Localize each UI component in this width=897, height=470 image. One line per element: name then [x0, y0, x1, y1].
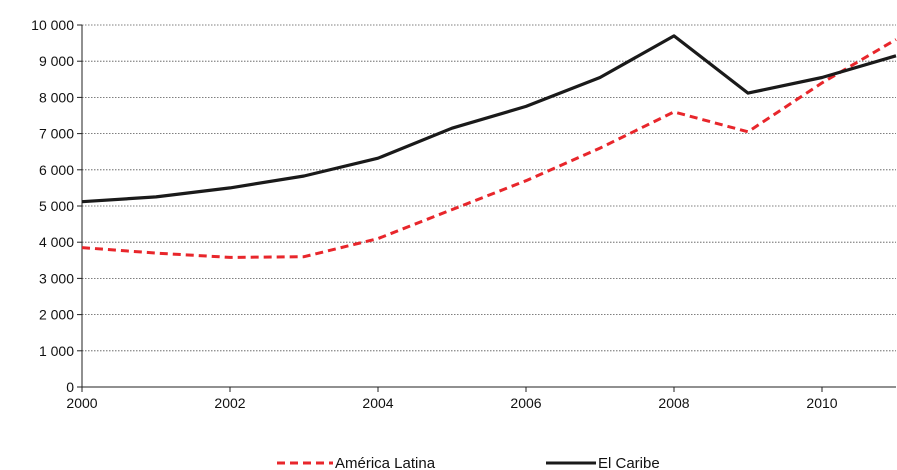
y-axis-ticks: 0 1 000 2 000 3 000 4 000 5 000 6 000 7 000 8 00… — [31, 17, 82, 395]
x-axis-ticks: 2000 2002 2004 2006 2008 2010 — [66, 387, 838, 411]
series-line-el-caribe — [81, 34, 897, 204]
series-line-america-latina — [81, 38, 897, 259]
y-tick-label: 1 000 — [39, 343, 74, 359]
x-tick-label: 2000 — [66, 395, 97, 411]
x-tick-label: 2010 — [806, 395, 837, 411]
legend-label-el-caribe: El Caribe — [598, 455, 660, 470]
x-tick-label: 2008 — [658, 395, 689, 411]
y-tick-label: 6 000 — [39, 162, 74, 178]
y-tick-label: 4 000 — [39, 234, 74, 250]
x-tick-label: 2002 — [214, 395, 245, 411]
y-tick-label: 7 000 — [39, 126, 74, 142]
y-tick-label: 2 000 — [39, 307, 74, 323]
gridlines — [82, 24, 896, 352]
y-tick-label: 10 000 — [31, 17, 74, 33]
y-tick-label: 0 — [66, 379, 74, 395]
y-tick-label: 9 000 — [39, 53, 74, 69]
series-lines — [81, 34, 897, 259]
legend-label-america-latina: América Latina — [335, 455, 436, 470]
x-tick-label: 2006 — [510, 395, 541, 411]
x-tick-label: 2004 — [362, 395, 393, 411]
y-tick-label: 3 000 — [39, 270, 74, 286]
legend: América Latina El Caribe — [277, 455, 660, 470]
y-tick-label: 8 000 — [39, 89, 74, 105]
y-tick-label: 5 000 — [39, 198, 74, 214]
